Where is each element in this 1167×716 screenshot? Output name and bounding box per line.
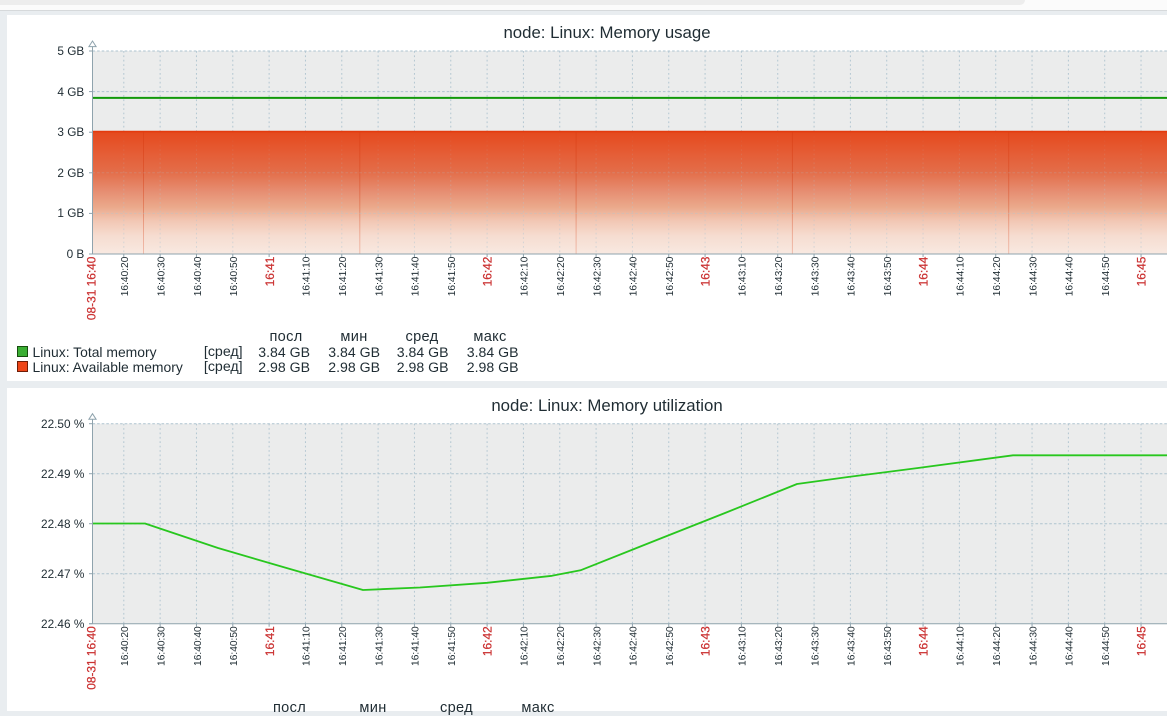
svg-text:16:41: 16:41: [263, 256, 277, 286]
svg-text:16:44:50: 16:44:50: [1101, 256, 1112, 296]
svg-text:16:40:40: 16:40:40: [193, 626, 204, 666]
svg-text:16:43:40: 16:43:40: [847, 626, 858, 666]
svg-text:16:41: 16:41: [263, 626, 277, 656]
svg-text:16:41:40: 16:41:40: [411, 626, 422, 666]
svg-text:16:42:10: 16:42:10: [520, 626, 531, 666]
svg-text:16:42:30: 16:42:30: [592, 626, 603, 666]
svg-text:16:40:30: 16:40:30: [156, 626, 167, 666]
svg-text:16:40:50: 16:40:50: [229, 256, 240, 296]
svg-text:16:40:50: 16:40:50: [229, 626, 240, 666]
svg-text:16:44:20: 16:44:20: [992, 256, 1003, 296]
svg-text:16:40:40: 16:40:40: [193, 256, 204, 296]
svg-text:16:43:20: 16:43:20: [774, 626, 785, 666]
svg-text:08-31 16:40: 08-31 16:40: [86, 626, 99, 690]
svg-text:16:43:40: 16:43:40: [847, 256, 858, 296]
svg-text:16:45: 16:45: [1135, 256, 1149, 286]
svg-text:16:44:30: 16:44:30: [1028, 256, 1039, 296]
svg-text:16:44: 16:44: [917, 256, 931, 286]
svg-text:16:44:30: 16:44:30: [1028, 626, 1039, 666]
svg-text:16:41:30: 16:41:30: [374, 626, 385, 666]
svg-text:16:43:30: 16:43:30: [810, 256, 821, 296]
svg-text:16:44:50: 16:44:50: [1101, 626, 1112, 666]
svg-text:16:40:20: 16:40:20: [120, 626, 131, 666]
svg-text:16:44:40: 16:44:40: [1065, 626, 1076, 666]
svg-text:16:41:40: 16:41:40: [411, 256, 422, 296]
svg-text:16:44:20: 16:44:20: [992, 626, 1003, 666]
svg-text:16:41:20: 16:41:20: [338, 626, 349, 666]
svg-text:16:42:50: 16:42:50: [665, 256, 676, 296]
svg-text:08-31 16:40: 08-31 16:40: [86, 256, 99, 320]
svg-text:16:43:50: 16:43:50: [883, 626, 894, 666]
svg-text:16:40:30: 16:40:30: [156, 256, 167, 296]
svg-text:16:41:30: 16:41:30: [374, 256, 385, 296]
svg-text:16:41:50: 16:41:50: [447, 256, 458, 296]
svg-text:16:42:40: 16:42:40: [629, 626, 640, 666]
svg-text:16:45: 16:45: [1135, 626, 1149, 656]
svg-text:16:42: 16:42: [481, 256, 495, 286]
svg-text:16:43:10: 16:43:10: [738, 256, 749, 296]
svg-text:16:44:10: 16:44:10: [956, 256, 967, 296]
svg-text:16:43:20: 16:43:20: [774, 256, 785, 296]
svg-text:16:43: 16:43: [699, 256, 713, 286]
svg-text:16:41:20: 16:41:20: [338, 256, 349, 296]
svg-text:16:42:40: 16:42:40: [629, 256, 640, 296]
svg-text:16:43:10: 16:43:10: [738, 626, 749, 666]
svg-text:16:40:20: 16:40:20: [120, 256, 131, 296]
svg-text:16:43:50: 16:43:50: [883, 256, 894, 296]
svg-text:16:41:50: 16:41:50: [447, 626, 458, 666]
svg-text:16:42:20: 16:42:20: [556, 256, 567, 296]
svg-text:16:42: 16:42: [481, 626, 495, 656]
svg-text:16:41:10: 16:41:10: [302, 256, 313, 296]
svg-text:16:44:10: 16:44:10: [956, 626, 967, 666]
svg-text:16:42:20: 16:42:20: [556, 626, 567, 666]
svg-text:16:43:30: 16:43:30: [810, 626, 821, 666]
svg-text:16:42:30: 16:42:30: [592, 256, 603, 296]
svg-text:16:41:10: 16:41:10: [302, 626, 313, 666]
svg-text:16:43: 16:43: [699, 626, 713, 656]
svg-text:16:42:10: 16:42:10: [520, 256, 531, 296]
svg-text:16:44: 16:44: [917, 626, 931, 656]
svg-text:16:44:40: 16:44:40: [1065, 256, 1076, 296]
svg-text:16:42:50: 16:42:50: [665, 626, 676, 666]
